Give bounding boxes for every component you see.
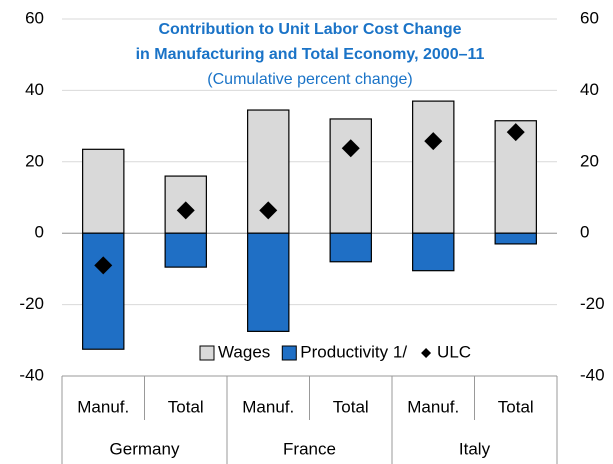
x-tick-label: Total — [333, 397, 369, 416]
y-tick-label: 40 — [25, 80, 44, 99]
bar — [494, 232, 537, 245]
legend-swatch — [421, 348, 432, 358]
ulc-marker — [424, 132, 443, 151]
legend-label: Productivity 1/ — [300, 342, 407, 361]
ulc-marker — [259, 201, 278, 220]
y-tick-label: 0 — [35, 223, 44, 242]
x-tick-label: Manuf. — [77, 397, 129, 416]
x-tick-label: Total — [168, 397, 204, 416]
bar — [329, 232, 372, 263]
group-label: Italy — [459, 439, 491, 458]
bar — [82, 148, 125, 234]
y2-tick-label: 20 — [580, 151, 599, 170]
bar — [164, 232, 207, 268]
chart-subtitle: (Cumulative percent change) — [207, 71, 412, 88]
x-tick-label: Manuf. — [242, 397, 294, 416]
ulc-marker — [94, 256, 113, 275]
ulc-marker — [176, 201, 195, 220]
y2-tick-label: 60 — [580, 8, 599, 27]
y2-tick-label: -20 — [580, 294, 605, 313]
y-tick-label: 20 — [25, 151, 44, 170]
y-tick-label: -20 — [19, 294, 44, 313]
x-tick-label: Manuf. — [407, 397, 459, 416]
bar — [247, 232, 290, 332]
ulc-marker — [506, 123, 525, 142]
bar — [82, 232, 125, 350]
legend-swatch — [199, 345, 215, 361]
bar — [412, 100, 455, 234]
y-tick-label: -40 — [19, 365, 44, 384]
bar — [412, 232, 455, 272]
bar — [329, 118, 372, 234]
x-tick-label: Total — [498, 397, 534, 416]
y2-tick-label: -40 — [580, 365, 605, 384]
legend-swatch — [281, 345, 297, 361]
legend-label: Wages — [218, 342, 270, 361]
y2-tick-label: 40 — [580, 80, 599, 99]
chart-title: Contribution to Unit Labor Cost Change — [158, 21, 461, 38]
ulc-marker — [341, 139, 360, 158]
legend-label: ULC — [437, 342, 471, 361]
chart-title: in Manufacturing and Total Economy, 2000… — [136, 46, 485, 63]
group-label: Germany — [110, 439, 180, 458]
y-tick-label: 60 — [25, 8, 44, 27]
group-label: France — [283, 439, 336, 458]
y2-tick-label: 0 — [580, 223, 589, 242]
